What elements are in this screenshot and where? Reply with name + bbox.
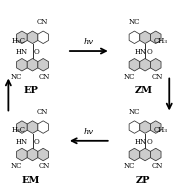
Text: NC: NC <box>11 162 23 170</box>
Polygon shape <box>129 121 140 133</box>
Text: CN: CN <box>151 162 163 170</box>
Polygon shape <box>38 31 49 43</box>
Polygon shape <box>17 31 27 43</box>
Text: NC: NC <box>124 162 135 170</box>
Text: NC: NC <box>124 73 135 81</box>
Text: HN: HN <box>135 138 147 146</box>
Text: H₃C: H₃C <box>11 126 25 134</box>
Text: CN: CN <box>39 162 50 170</box>
Polygon shape <box>140 59 150 71</box>
Polygon shape <box>27 148 38 161</box>
Text: NC: NC <box>128 19 140 26</box>
Text: HN: HN <box>16 138 28 146</box>
Text: NC: NC <box>11 73 23 81</box>
Polygon shape <box>129 148 140 161</box>
Text: CH₃: CH₃ <box>153 37 167 45</box>
Text: EP: EP <box>23 86 38 95</box>
Polygon shape <box>140 121 150 133</box>
Text: CN: CN <box>39 73 50 81</box>
Text: O: O <box>33 48 39 56</box>
Text: EM: EM <box>22 176 40 185</box>
Text: O: O <box>33 138 39 146</box>
Text: CN: CN <box>151 73 163 81</box>
Polygon shape <box>150 121 161 133</box>
Text: CH₃: CH₃ <box>153 126 167 134</box>
Text: NC: NC <box>128 108 140 116</box>
Polygon shape <box>17 59 27 71</box>
Text: O: O <box>147 48 153 56</box>
Polygon shape <box>38 148 49 161</box>
Polygon shape <box>150 59 161 71</box>
Text: hv: hv <box>84 128 94 136</box>
Text: ZM: ZM <box>134 86 152 95</box>
Polygon shape <box>38 121 49 133</box>
Text: CN: CN <box>37 108 49 116</box>
Text: HN: HN <box>135 48 147 56</box>
Polygon shape <box>140 31 150 43</box>
Polygon shape <box>150 148 161 161</box>
Text: CN: CN <box>37 19 49 26</box>
Polygon shape <box>129 31 140 43</box>
Polygon shape <box>129 59 140 71</box>
Polygon shape <box>150 31 161 43</box>
Text: H₃C: H₃C <box>11 37 25 45</box>
Text: HN: HN <box>16 48 28 56</box>
Polygon shape <box>27 31 38 43</box>
Polygon shape <box>27 59 38 71</box>
Polygon shape <box>27 121 38 133</box>
Polygon shape <box>17 148 27 161</box>
Text: O: O <box>147 138 153 146</box>
Polygon shape <box>38 59 49 71</box>
Polygon shape <box>140 148 150 161</box>
Text: hv: hv <box>84 38 94 46</box>
Polygon shape <box>17 121 27 133</box>
Text: ZP: ZP <box>136 176 150 185</box>
